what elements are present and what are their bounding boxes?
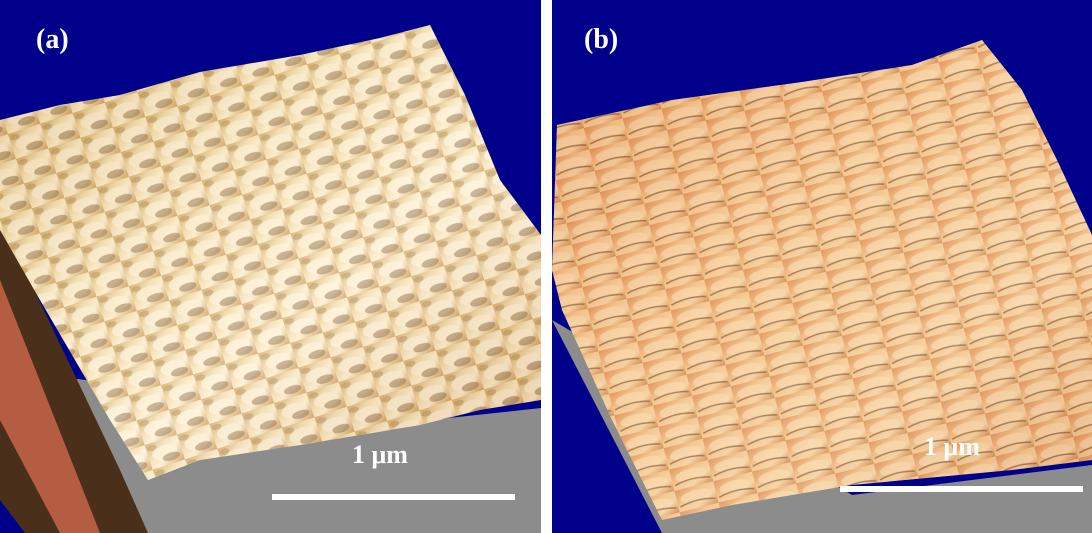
scale-bar-label-b: 1 μm xyxy=(924,432,980,461)
scale-bar-b xyxy=(840,486,1083,492)
surface-shading xyxy=(0,25,541,480)
panel-label-b: (b) xyxy=(584,24,619,55)
panel-label-a: (a) xyxy=(36,24,69,55)
scale-bar-label-a: 1 μm xyxy=(352,440,408,469)
side-wall-edge xyxy=(0,280,100,533)
afm-panel-b: (b) 1 μm xyxy=(552,0,1092,533)
scale-bar-a xyxy=(272,494,515,500)
afm-surface-a-graphic xyxy=(0,25,541,533)
afm-surface-b-graphic xyxy=(552,40,1092,533)
afm-panel-a: (a) 1 μm xyxy=(0,0,541,533)
surface-shading xyxy=(552,40,1092,520)
